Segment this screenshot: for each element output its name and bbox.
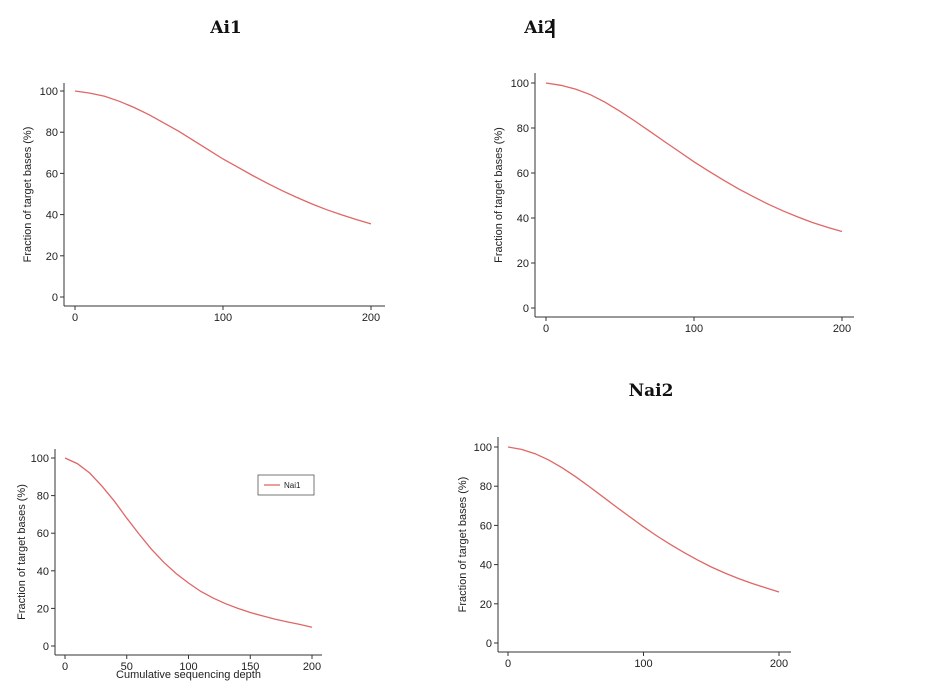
series-line-1 — [74, 90, 372, 225]
chart-title: Nai2 — [629, 381, 674, 401]
y-tick-label: 100 — [40, 86, 58, 98]
y-tick-label: 100 — [31, 453, 49, 465]
series-line-1 — [507, 446, 780, 593]
x-tick-label: 100 — [214, 312, 232, 324]
y-tick-label: 40 — [480, 560, 492, 572]
chart-panel-1: Ai1 0 20 40 60 80 100 0 100 200 Fraction of target… — [22, 18, 385, 324]
y-axis-label: Fraction of target bases (%) — [16, 484, 28, 620]
x-axis-label: Cumulative sequencing depth — [116, 669, 261, 681]
x-tick-label: 0 — [505, 658, 511, 670]
x-tick-label: 100 — [179, 661, 197, 673]
x-tick-label: 0 — [62, 661, 68, 673]
series-line-1 — [64, 457, 313, 628]
series-line-1 — [545, 82, 843, 233]
chart-panel-3: 0 20 40 60 80 100 0 50 100 150 200 Fraction of targ… — [16, 449, 322, 681]
y-tick-label: 40 — [37, 566, 49, 578]
x-tick-label: 200 — [362, 312, 380, 324]
x-tick-label: 150 — [241, 661, 259, 673]
y-tick-label: 0 — [486, 638, 492, 650]
y-tick-label: 100 — [511, 78, 529, 90]
y-tick-label: 20 — [37, 603, 49, 615]
y-axis-label: Fraction of target bases (%) — [22, 127, 34, 263]
y-tick-label: 0 — [523, 303, 529, 315]
x-tick-label: 200 — [770, 658, 788, 670]
text-cursor — [552, 19, 555, 38]
x-tick-label: 200 — [833, 323, 851, 335]
legend: Nai1 — [257, 474, 315, 496]
chart-title: Ai1 — [209, 18, 241, 38]
y-tick-label: 80 — [517, 123, 529, 135]
y-tick-label: 20 — [480, 599, 492, 611]
x-tick-label: 100 — [634, 658, 652, 670]
y-tick-label: 40 — [517, 213, 529, 225]
chart-panel-4: Nai2 0 20 40 60 80 100 0 100 200 Fraction of targe… — [457, 381, 791, 670]
y-axis-label: Fraction of target bases (%) — [457, 477, 469, 613]
y-tick-label: 80 — [46, 127, 58, 139]
legend-label: Nai1 — [284, 481, 301, 490]
x-tick-label: 100 — [685, 323, 703, 335]
y-tick-label: 40 — [46, 210, 58, 222]
y-tick-label: 0 — [52, 292, 58, 304]
y-tick-label: 20 — [517, 258, 529, 270]
y-tick-label: 60 — [46, 168, 58, 180]
y-tick-label: 60 — [37, 528, 49, 540]
chart-panel-2: Ai2 0 20 40 60 80 100 0 100 200 Fraction of target… — [493, 18, 854, 335]
y-tick-label: 20 — [46, 251, 58, 263]
y-tick-label: 60 — [480, 520, 492, 532]
x-tick-label: 200 — [303, 661, 321, 673]
x-tick-label: 50 — [121, 661, 133, 673]
y-tick-label: 80 — [480, 481, 492, 493]
y-tick-label: 60 — [517, 168, 529, 180]
y-tick-label: 80 — [37, 491, 49, 503]
legend-box — [257, 474, 315, 496]
x-tick-label: 0 — [543, 323, 549, 335]
x-tick-label: 0 — [72, 312, 78, 324]
chart-title: Ai2 — [523, 18, 555, 38]
y-axis-label: Fraction of target bases (%) — [493, 127, 505, 263]
y-tick-label: 0 — [43, 641, 49, 653]
y-tick-label: 100 — [474, 442, 492, 454]
